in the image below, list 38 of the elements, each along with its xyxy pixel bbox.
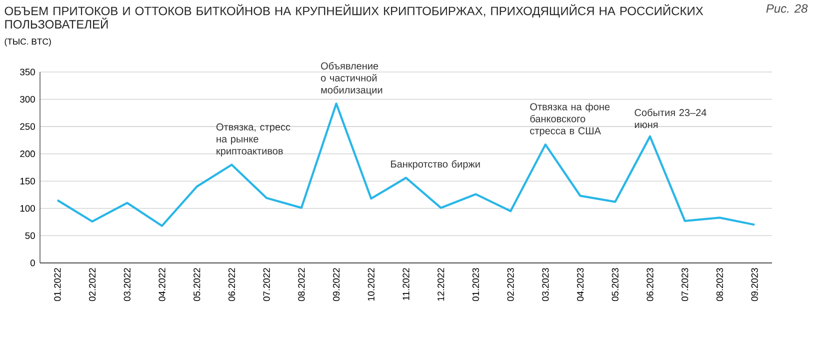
x-tick-label: 07.2022 (263, 268, 270, 302)
y-tick-label: 50 (25, 232, 35, 239)
x-tick-label: 07.2023 (682, 268, 688, 302)
x-tick-label: 04.2023 (577, 268, 584, 302)
x-tick-label: 09.2023 (751, 268, 758, 302)
y-tick-label: 150 (20, 178, 35, 184)
x-tick-label: 05.2022 (194, 268, 200, 302)
chart-subtitle: (ТЫС. BTC) (4, 38, 51, 46)
x-tick-label: 04.2022 (158, 268, 166, 302)
x-tick-label: 02.2023 (507, 268, 514, 302)
x-tick-label: 05.2023 (612, 268, 618, 302)
annotation: Отвязка на фоне банковского стресса в США (530, 102, 610, 136)
x-tick-label: 10.2022 (368, 268, 374, 301)
annotation: События 23–24 июня (634, 108, 706, 128)
x-tick-label: 08.2023 (716, 268, 724, 302)
y-tick-label: 250 (20, 123, 35, 130)
x-tick-label: 01.2023 (472, 268, 480, 302)
y-tick-label: 350 (20, 68, 35, 76)
y-tick-label: 0 (30, 260, 35, 266)
annotation: Отвязка, стресс на рынке криптоактивов (216, 123, 290, 156)
y-tick-label: 200 (20, 150, 35, 158)
y-tick-label: 100 (20, 205, 35, 212)
x-tick-label: 11.2022 (402, 268, 410, 300)
x-tick-label: 06.2022 (228, 268, 236, 302)
x-tick-label: 03.2022 (124, 268, 130, 302)
x-tick-label: 09.2022 (333, 268, 340, 302)
x-tick-label: 06.2023 (646, 268, 654, 302)
line-series (56, 102, 756, 227)
text: Рис. 28 (766, 4, 808, 13)
chart-title: ОБЪЕМ ПРИТОКОВ И ОТТОКОВ БИТКОЙНОВ НА КРУПНЕЙШИХ КРИПТОБИРЖАХ, ПРИХОДЯЩИЙСЯ НА РОССИЙСКИХ ПОЛЬЗОВАТЕЛЕЙ (4, 4, 704, 29)
annotation: Банкротство биржи (391, 160, 480, 170)
x-tick-label: 03.2023 (542, 268, 549, 302)
y-tick-label: 300 (20, 96, 35, 103)
x-tick-label: 08.2022 (298, 268, 305, 302)
x-tick-label: 01.2022 (54, 268, 61, 302)
annotation: Объявление о частичной мобилизации (320, 62, 382, 96)
x-tick-label: 02.2022 (89, 268, 96, 302)
x-tick-label: 12.2022 (438, 268, 444, 301)
